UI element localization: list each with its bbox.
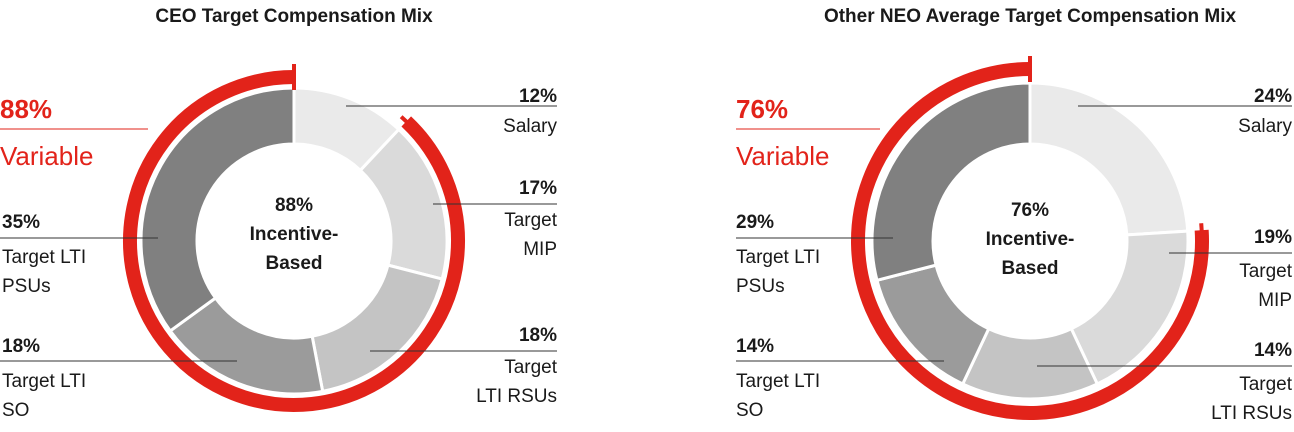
ceo-rsus-label-2: LTI RSUs xyxy=(476,386,557,407)
ceo-psus-label-2: PSUs xyxy=(2,276,51,297)
ceo-variable-label: Variable xyxy=(0,141,93,171)
ceo-rsus-pct: 18% xyxy=(519,325,557,346)
ceo-donut xyxy=(139,86,449,396)
neo-variable-arc-cap-end xyxy=(1028,56,1032,82)
ceo-center-line-2: Incentive- xyxy=(250,224,339,245)
ceo-psus-label-1: Target LTI xyxy=(2,247,86,268)
ceo-variable-arc-cap-end xyxy=(292,64,296,90)
ceo-slice-rsus xyxy=(310,263,445,394)
ceo-mip-pct: 17% xyxy=(519,178,557,199)
neo-mip-pct: 19% xyxy=(1254,227,1292,248)
ceo-psus-pct: 35% xyxy=(2,212,40,233)
ceo-variable-ring xyxy=(123,64,465,412)
neo-variable-label: Variable xyxy=(736,141,829,171)
neo-chart: Other NEO Average Target Compensation Mi… xyxy=(736,6,1293,424)
ceo-variable-arc xyxy=(123,70,465,412)
neo-center-line-3: Based xyxy=(1001,258,1058,279)
neo-slice-mip xyxy=(1069,229,1190,386)
ceo-chart-title: CEO Target Compensation Mix xyxy=(155,6,433,27)
neo-so-label-2: SO xyxy=(736,400,763,421)
neo-variable-ring xyxy=(851,56,1209,420)
neo-psus-pct: 29% xyxy=(736,212,774,233)
neo-mip-label-2: MIP xyxy=(1258,290,1292,311)
neo-variable-arc xyxy=(851,62,1209,420)
ceo-so-pct: 18% xyxy=(2,336,40,357)
ceo-variable-arc-cap-start xyxy=(399,115,413,128)
neo-center-line-1: 76% xyxy=(1011,200,1049,221)
ceo-salary-pct: 12% xyxy=(519,86,557,107)
ceo-so-label-1: Target LTI xyxy=(2,371,86,392)
neo-variable-arc-cap-start xyxy=(1199,223,1205,238)
neo-donut xyxy=(870,81,1190,401)
neo-chart-title: Other NEO Average Target Compensation Mi… xyxy=(824,6,1237,27)
ceo-center-line-1: 88% xyxy=(275,195,313,216)
neo-so-pct: 14% xyxy=(736,336,774,357)
neo-mip-label-1: Target xyxy=(1239,261,1293,282)
ceo-salary-label: Salary xyxy=(503,116,557,137)
neo-psus-label-2: PSUs xyxy=(736,276,785,297)
neo-salary-pct: 24% xyxy=(1254,86,1292,107)
neo-salary-label: Salary xyxy=(1238,116,1292,137)
ceo-rsus-label-1: Target xyxy=(504,357,558,378)
ceo-center-line-3: Based xyxy=(265,253,322,274)
ceo-chart: CEO Target Compensation Mix 88% Variable… xyxy=(0,6,558,421)
neo-slice-so xyxy=(875,263,991,386)
neo-psus-label-1: Target LTI xyxy=(736,247,820,268)
neo-so-label-1: Target LTI xyxy=(736,371,820,392)
ceo-variable-pct: 88% xyxy=(0,94,52,124)
neo-slice-psus xyxy=(870,81,1032,283)
neo-rsus-label-2: LTI RSUs xyxy=(1211,403,1292,424)
neo-center-line-2: Incentive- xyxy=(986,229,1075,250)
ceo-mip-label-1: Target xyxy=(504,210,558,231)
ceo-slice-psus xyxy=(139,86,296,334)
ceo-leader-lines xyxy=(0,105,557,362)
neo-rsus-label-1: Target xyxy=(1239,374,1293,395)
neo-slice-salary xyxy=(1028,81,1190,237)
ceo-so-label-2: SO xyxy=(2,400,29,421)
neo-leader-lines xyxy=(736,105,1292,367)
ceo-mip-label-2: MIP xyxy=(523,239,557,260)
neo-variable-pct: 76% xyxy=(736,94,788,124)
neo-rsus-pct: 14% xyxy=(1254,340,1292,361)
